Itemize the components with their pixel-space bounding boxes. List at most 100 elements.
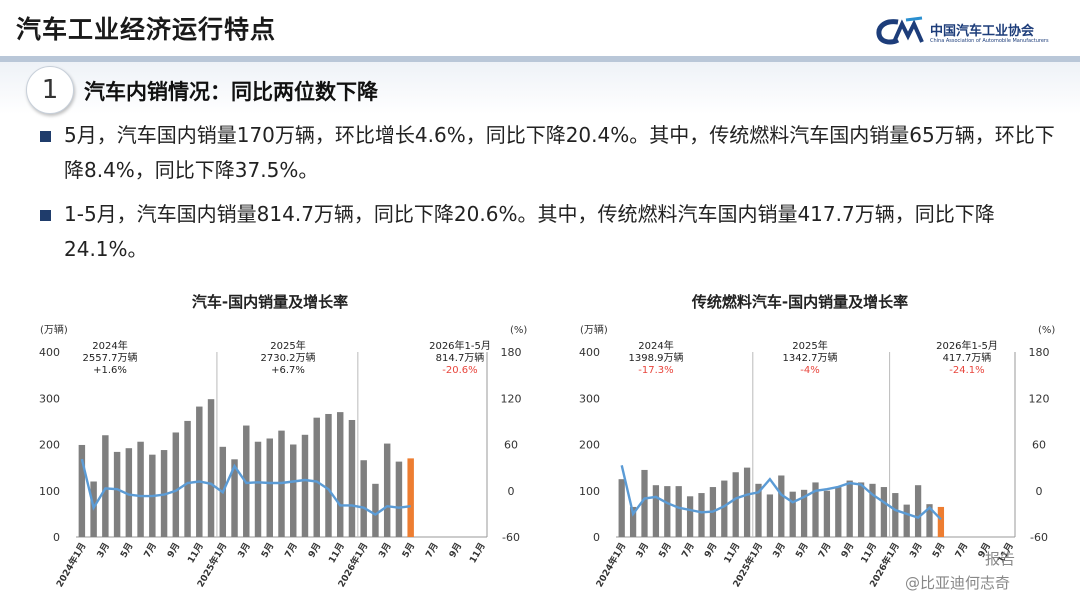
bar (125, 448, 133, 537)
annotation-period: 2025年 (792, 339, 827, 352)
x-tick-label: 3月 (908, 541, 925, 560)
header-divider (0, 56, 1080, 62)
bar (348, 419, 356, 537)
y-tick-label-right: 120 (1029, 392, 1050, 405)
section-title: 汽车内销情况：同比两位数下降 (84, 80, 378, 104)
x-tick-label: 7月 (953, 541, 970, 560)
y-tick-label-right: 120 (501, 392, 522, 405)
annotation-period: 2026年1-5月 (429, 339, 491, 352)
bar (184, 420, 191, 537)
bar (325, 413, 332, 537)
x-tick-label: 7月 (816, 541, 833, 560)
y-tick-label-left: 200 (579, 439, 600, 452)
chart-total-domestic-sales: 汽车-国内销量及增长率 (万辆) (%) 0 100 200 300 400 -60 0 60 120… (39, 293, 527, 589)
x-tick-label: 7月 (283, 541, 300, 560)
bar (172, 432, 180, 537)
x-tick-label: 11月 (186, 541, 206, 565)
growth-rate-line (80, 458, 411, 517)
x-tick-label: 9月 (839, 541, 856, 560)
square-bullet-icon (40, 131, 51, 142)
watermark-text: 报告 (985, 550, 1016, 568)
bar-current-month (407, 458, 414, 537)
annotation-period: 2026年1-5月 (936, 339, 998, 352)
bar (196, 406, 203, 537)
y-axis-label-right: (%) (1038, 325, 1055, 336)
header: 汽车工业经济运行特点 中国汽车工业协会 China Association of… (0, 0, 1080, 62)
annotation-growth: -4% (800, 365, 819, 376)
annotation-period: 2025年 (270, 339, 305, 352)
bar (301, 434, 309, 537)
bar (789, 491, 796, 537)
bar (360, 460, 367, 537)
bar (313, 417, 320, 537)
bar (686, 496, 694, 537)
bar (664, 486, 671, 537)
chart-title: 传统燃料汽车-国内销量及增长率 (691, 293, 908, 311)
bar-current-month (937, 506, 945, 537)
x-tick-label: 7月 (142, 541, 159, 560)
bar (698, 493, 705, 537)
bar (914, 485, 922, 537)
annotation-volume: 1398.9万辆 (629, 351, 684, 364)
logo: 中国汽车工业协会 China Association of Automobile… (876, 14, 1076, 50)
x-tick-label: 3月 (236, 541, 253, 560)
bar (113, 451, 121, 537)
bar (732, 472, 739, 537)
x-tick-label: 5月 (930, 541, 947, 560)
x-tick-label: 11月 (722, 541, 742, 565)
bar (78, 444, 86, 537)
y-tick-label-left: 100 (39, 485, 60, 498)
y-tick-label-right: 180 (501, 346, 522, 359)
y-tick-label-left: 100 (579, 485, 600, 498)
bar (846, 480, 853, 537)
bar (835, 487, 842, 537)
bar (372, 483, 379, 537)
bullet-text: 5月，汽车国内销量170万辆，环比增长4.6%，同比下降20.4%。其中，传统燃… (64, 123, 1055, 182)
bar (880, 487, 888, 537)
bar (266, 438, 273, 537)
x-tick-label: 9月 (306, 541, 323, 560)
y-tick-label-left: 200 (39, 439, 60, 452)
x-tick-label: 7月 (680, 541, 697, 560)
y-tick-label-left: 300 (579, 392, 600, 405)
bar (800, 489, 808, 537)
annotation-volume: 417.7万辆 (943, 351, 992, 364)
x-tick-label: 5月 (400, 541, 417, 560)
x-tick-label: 3月 (771, 541, 788, 560)
bar (383, 443, 391, 537)
bar (755, 483, 762, 537)
caam-logo-icon (876, 16, 924, 45)
y-tick-label-right: 180 (1029, 346, 1050, 359)
y-tick-label-left: 0 (53, 531, 60, 544)
x-tick-label: 3月 (377, 541, 394, 560)
x-tick-label: 11月 (467, 541, 487, 565)
y-tick-label-right: 0 (508, 485, 515, 498)
page-title: 汽车工业经济运行特点 (16, 15, 277, 44)
bar (675, 486, 682, 537)
logo-text-en: China Association of Automobile Manufact… (930, 38, 1049, 44)
section-band (0, 62, 1080, 114)
y-tick-label-right: -60 (1030, 531, 1048, 544)
y-axis-label-left: (万辆) (580, 323, 608, 336)
bar (823, 490, 831, 537)
growth-rate-line (620, 465, 942, 521)
bar (395, 461, 403, 537)
bar (743, 467, 751, 537)
square-bullet-icon (40, 210, 51, 221)
y-axis-label-right: (%) (510, 325, 527, 336)
x-tick-label: 2024年1月 (593, 541, 628, 590)
bar (336, 412, 344, 537)
y-tick-label-right: 60 (504, 439, 518, 452)
annotation-growth: +1.6% (93, 365, 127, 376)
y-tick-label-left: 0 (593, 531, 600, 544)
bar (766, 494, 774, 537)
bullet-item: 1-5月，汽车国内销量814.7万辆，同比下降20.6%。其中，传统燃料汽车国内… (40, 197, 1060, 269)
annotation-volume: 2557.7万辆 (83, 351, 138, 364)
bar (137, 441, 144, 537)
y-tick-label-right: 0 (1036, 485, 1043, 498)
bar (207, 399, 215, 537)
y-tick-label-right: -60 (502, 531, 520, 544)
annotation-growth: -20.6% (442, 365, 477, 376)
x-tick-label: 5月 (794, 541, 811, 560)
x-tick-label: 7月 (424, 541, 441, 560)
